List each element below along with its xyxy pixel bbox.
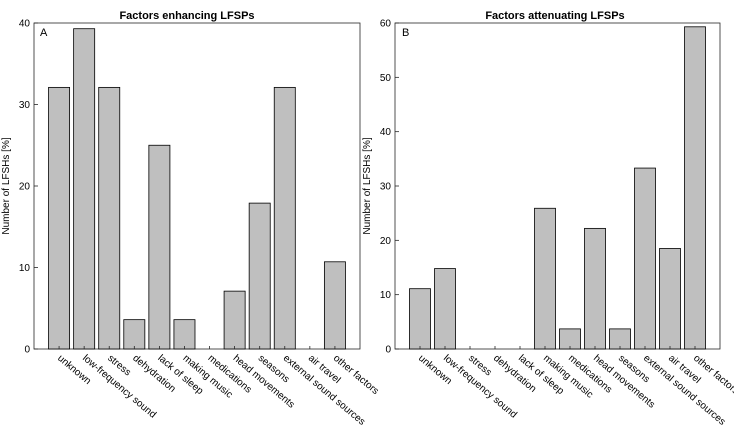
y-tick-label: 30 xyxy=(19,100,31,111)
bar-low-frequency-sound xyxy=(73,28,96,350)
bar-dehydration xyxy=(123,319,146,350)
bar-making-music xyxy=(173,319,196,350)
y-axis-label: Number of LFSHs [%] xyxy=(362,137,373,234)
bar-lack-of-sleep xyxy=(148,144,171,350)
y-tick-label: 20 xyxy=(19,182,31,193)
y-tick-label: 10 xyxy=(380,290,392,301)
y-tick-label: 60 xyxy=(380,19,392,30)
bar-unknown xyxy=(409,288,431,350)
bar-air-travel xyxy=(659,248,681,350)
y-tick-label: 50 xyxy=(380,73,392,84)
y-tick-label: 30 xyxy=(380,182,392,193)
bar-seasons xyxy=(248,202,271,350)
bar-low-frequency-sound xyxy=(434,268,456,350)
y-tick-label: 0 xyxy=(385,345,391,356)
y-tick-label: 20 xyxy=(380,236,392,247)
bar-head-movements xyxy=(584,227,606,350)
panel-label: B xyxy=(402,27,409,39)
bar-other-factors xyxy=(684,26,706,350)
bar-making-music xyxy=(534,207,556,350)
bar-stress xyxy=(98,86,121,350)
bar-unknown xyxy=(48,86,71,350)
y-tick-label: 40 xyxy=(19,19,31,30)
chart-title: Factors attenuating LFSPs xyxy=(485,10,624,22)
bar-medications xyxy=(559,328,581,350)
chart-title: Factors enhancing LFSPs xyxy=(119,10,254,22)
y-tick-label: 10 xyxy=(19,263,31,274)
bar-head-movements xyxy=(223,290,246,350)
bar-seasons xyxy=(609,328,631,350)
bar-external-sound-sources xyxy=(634,167,656,350)
y-tick-label: 40 xyxy=(380,127,392,138)
bar-external-sound-sources xyxy=(273,86,296,350)
y-axis-label: Number of LFSHs [%] xyxy=(1,137,12,234)
bar-other-factors xyxy=(323,261,346,350)
panel-label: A xyxy=(40,27,48,39)
y-tick-label: 0 xyxy=(24,345,30,356)
